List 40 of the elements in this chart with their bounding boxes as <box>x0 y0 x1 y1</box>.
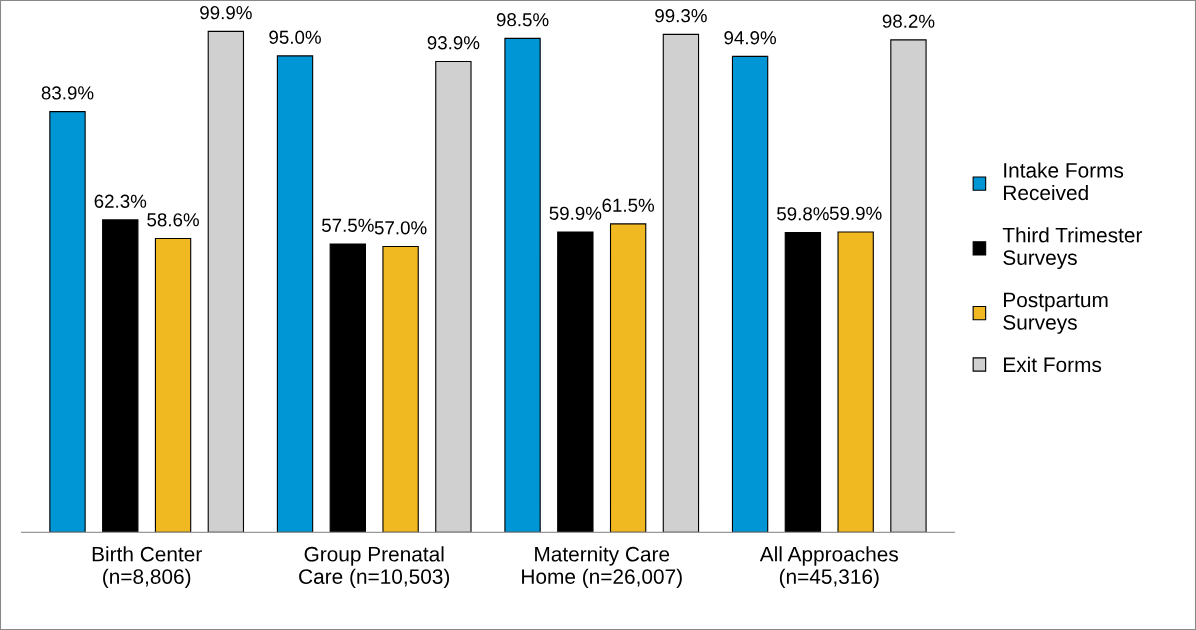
data-label: 62.3% <box>94 194 147 208</box>
bar <box>557 231 594 533</box>
bar <box>276 55 314 533</box>
legend-label: Exit Forms <box>1004 356 1102 373</box>
legend-label: Intake Forms Received <box>1004 162 1124 201</box>
data-label: 59.9% <box>549 206 602 220</box>
x-tick-label: Birth Center (n=8,806) <box>92 546 202 589</box>
data-label: 59.8% <box>777 207 829 221</box>
bar <box>784 231 822 533</box>
x-tick-label: Maternity Care Home (n=26,007) <box>522 546 682 589</box>
data-label: 99.3% <box>655 9 707 23</box>
bar <box>609 223 647 533</box>
data-label: 57.0% <box>374 221 427 235</box>
x-tick-label: Group Prenatal Care (n=10,503) <box>299 546 450 589</box>
data-label: 98.2% <box>882 14 935 28</box>
bar <box>837 231 874 533</box>
bar <box>154 237 192 533</box>
bar <box>731 55 769 533</box>
data-label: 83.9% <box>41 86 94 100</box>
bar <box>329 243 366 533</box>
bar <box>435 60 472 533</box>
bar <box>662 33 700 533</box>
legend-label: Postpartum Surveys <box>1003 292 1108 334</box>
data-label: 99.9% <box>200 6 252 20</box>
data-label: 94.9% <box>724 31 776 45</box>
data-label: 98.5% <box>496 13 549 27</box>
bar <box>102 219 139 533</box>
bar <box>382 245 419 533</box>
bar <box>890 39 927 533</box>
data-label: 57.5% <box>321 218 374 232</box>
legend-label: Third Trimester Surveys <box>1002 227 1143 270</box>
data-label: 58.6% <box>147 213 199 227</box>
bar <box>49 111 86 533</box>
x-tick-label: All Approaches (n=45,316) <box>759 546 899 589</box>
data-label: 95.0% <box>269 30 321 44</box>
data-label: 93.9% <box>427 36 480 50</box>
data-label: 59.9% <box>829 206 882 220</box>
data-label: 61.5% <box>602 198 655 212</box>
bar <box>207 30 245 533</box>
bar <box>504 37 541 533</box>
